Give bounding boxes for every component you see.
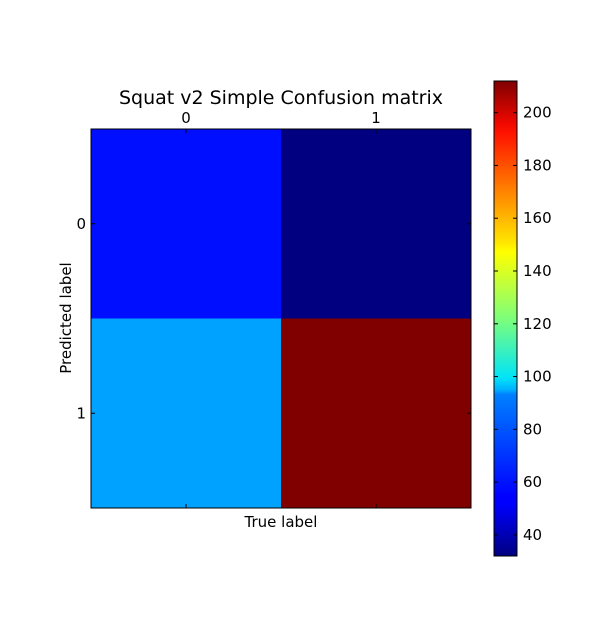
matrix-cells [91, 129, 472, 509]
matrix-cell-1-1 [281, 318, 472, 509]
y-axis-label: Predicted label [57, 262, 75, 373]
colorbar-tick-label-4: 120 [523, 315, 552, 333]
colorbar-tick-label-5: 140 [523, 262, 552, 280]
colorbar-ticks: 40 60 80 100 120 140 160 180 200 [494, 104, 552, 544]
colorbar-tick-label-0: 40 [523, 526, 542, 544]
matrix-cell-0-0 [91, 129, 282, 319]
matrix-cell-1-0 [91, 318, 282, 509]
x-tick-label-0: 0 [181, 109, 191, 127]
x-tick-label-1: 1 [371, 109, 381, 127]
plot-frame [90, 128, 472, 509]
colorbar-tick-label-6: 160 [523, 209, 552, 227]
colorbar-tick-label-2: 80 [523, 420, 542, 438]
colorbar-tick-label-8: 200 [523, 104, 552, 122]
y-tick-label-0: 0 [76, 215, 86, 233]
y-tick-label-1: 1 [76, 404, 86, 422]
colorbar [493, 80, 518, 557]
colorbar-tick-label-3: 100 [523, 368, 552, 386]
matrix-cell-0-1 [281, 129, 472, 319]
colorbar-tick-label-1: 60 [523, 473, 542, 491]
x-axis-label: True label [244, 513, 318, 531]
y-ticks: 01 [76, 215, 471, 422]
colorbar-tick-label-7: 180 [523, 156, 552, 174]
chart-title: Squat v2 Simple Confusion matrix [119, 87, 443, 109]
